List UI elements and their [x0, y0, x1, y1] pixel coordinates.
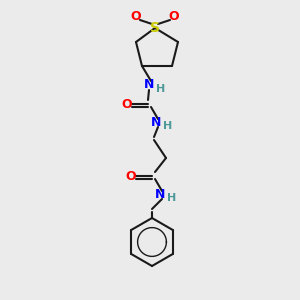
Text: H: H — [164, 121, 172, 131]
Text: O: O — [122, 98, 132, 110]
Text: O: O — [169, 11, 179, 23]
Text: O: O — [126, 169, 136, 182]
Text: H: H — [167, 193, 177, 203]
Text: N: N — [151, 116, 161, 128]
Text: H: H — [156, 84, 166, 94]
Text: O: O — [131, 11, 141, 23]
Text: S: S — [150, 21, 160, 35]
Text: N: N — [144, 79, 154, 92]
Text: N: N — [155, 188, 165, 200]
